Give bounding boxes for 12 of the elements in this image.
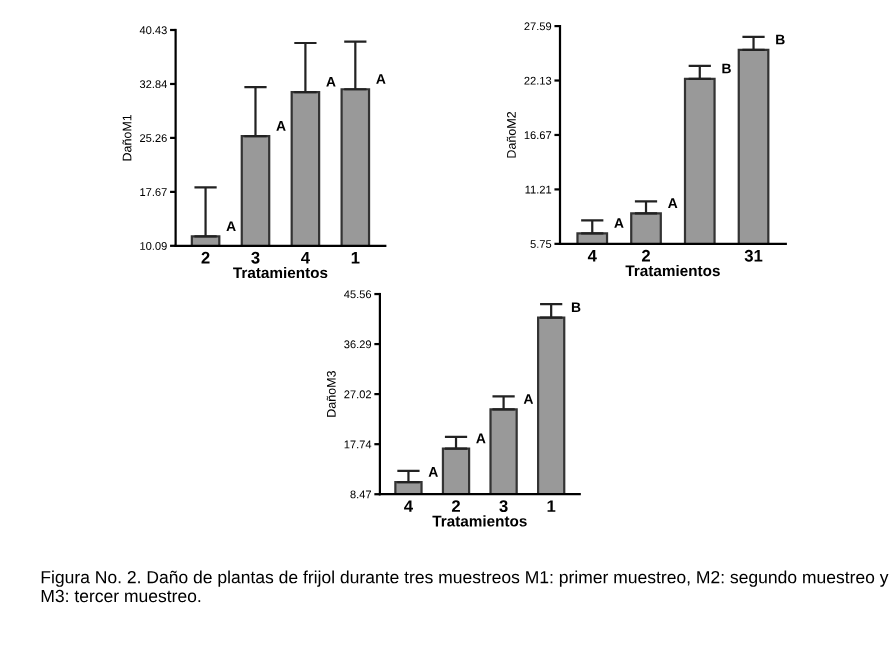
x-tick-label: 2 (641, 249, 650, 262)
x-tick-label: 3 (251, 251, 260, 264)
x-tick-label: 31 (744, 249, 763, 262)
x-tick-label: 4 (587, 250, 597, 262)
x-tick-label: 2 (451, 500, 460, 512)
x-tick-label: 1 (351, 251, 360, 264)
x-tick-label: 1 (547, 500, 556, 512)
x-tick-label: 3 (499, 500, 508, 513)
x-tick-label: 4 (301, 251, 310, 264)
x-tick-label: 4 (404, 500, 413, 512)
text: Figura No. 2. Daño de plantas de frijol durante tres muestreos M1: primer muestreo, M2: segundo muestreo y M3: tercer muestreo. (41, 570, 889, 603)
x-tick-label: 2 (201, 251, 210, 264)
